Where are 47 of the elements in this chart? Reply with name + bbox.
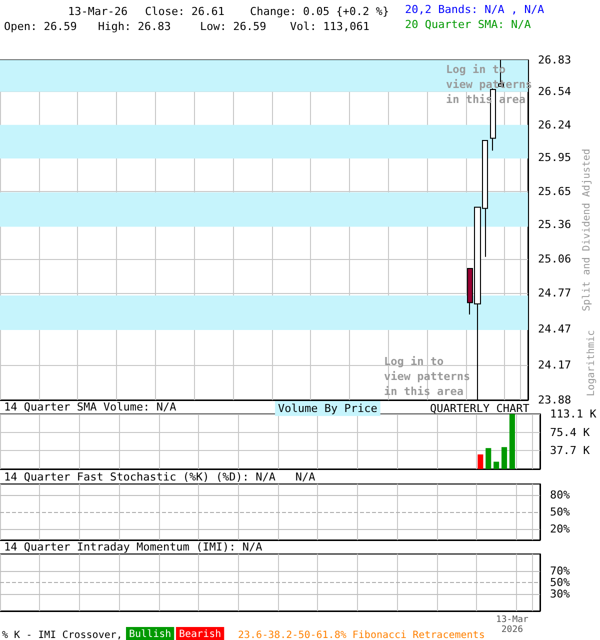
annotation: QUARTERLY CHART bbox=[430, 402, 530, 415]
text: 20 Quarter SMA: N/A bbox=[405, 18, 532, 31]
chart-title: 14 Quarter SMA Volume: N/A bbox=[4, 400, 177, 414]
y-tick-label: 26.24 bbox=[538, 118, 572, 132]
y-tick-label: 113.1 K bbox=[550, 408, 597, 420]
y-tick-label: 24.47 bbox=[538, 322, 572, 336]
bar bbox=[509, 414, 515, 469]
text: 23.6-38.2-50-61.8% Fibonacci Retracements bbox=[238, 630, 485, 640]
y-tick-label: 75.4 K bbox=[550, 426, 590, 439]
bar bbox=[501, 447, 508, 469]
text: Open: 26.59 bbox=[4, 20, 77, 33]
text: Bearish bbox=[179, 629, 222, 640]
chart-title: 14 Quarter Fast Stochastic (%K) (%D): N/A N/A bbox=[4, 470, 316, 484]
text: Bullish bbox=[129, 629, 172, 640]
y-tick-label: 70% bbox=[550, 564, 570, 578]
y-axis-title: Split and Dividend Adjusted bbox=[582, 148, 592, 312]
text: % K - IMI Crossover, bbox=[2, 630, 122, 640]
y-tick-label: 26.83 bbox=[538, 54, 572, 66]
y-tick-label: 24.77 bbox=[538, 286, 572, 300]
y-tick-label: 24.17 bbox=[538, 358, 572, 372]
text: Logarithmic bbox=[586, 330, 597, 396]
text: Change: 0.05 {+0.2 %} bbox=[250, 5, 390, 18]
bar bbox=[486, 448, 492, 469]
bar bbox=[478, 454, 484, 469]
y-tick-label: 26.54 bbox=[538, 85, 572, 98]
y-tick-label: 37.7 K bbox=[550, 444, 590, 458]
text: Close: 26.61 bbox=[145, 5, 224, 18]
y-tick-label: 50% bbox=[550, 576, 570, 589]
text: Vol: 113,061 bbox=[290, 20, 370, 33]
text: Low: 26.59 bbox=[200, 20, 266, 33]
text: 13-Mar-26 bbox=[68, 5, 128, 18]
annotation: Volume By Price bbox=[278, 402, 378, 415]
y-tick-label: 30% bbox=[550, 587, 570, 600]
y-tick-label: 25.65 bbox=[538, 184, 572, 198]
bar bbox=[494, 462, 500, 469]
text: 20,2 Bands: N/A , N/A bbox=[405, 3, 544, 16]
y-tick-label: 25.36 bbox=[538, 218, 572, 231]
chart-title: 14 Quarter Intraday Momentum (IMI): N/A bbox=[4, 540, 263, 554]
y-tick-label: 20% bbox=[550, 522, 570, 536]
y-tick-label: 50% bbox=[550, 506, 570, 518]
y-tick-label: 25.95 bbox=[538, 150, 572, 164]
annotation: Log in to view patterns in this area bbox=[384, 355, 470, 398]
text: High: 26.83 bbox=[98, 20, 171, 33]
x-tick-label: 13-Mar 2026 bbox=[496, 615, 530, 635]
y-tick-label: 23.88 bbox=[538, 394, 572, 406]
y-tick-label: 80% bbox=[550, 488, 570, 502]
y-tick-label: 25.06 bbox=[538, 252, 572, 266]
